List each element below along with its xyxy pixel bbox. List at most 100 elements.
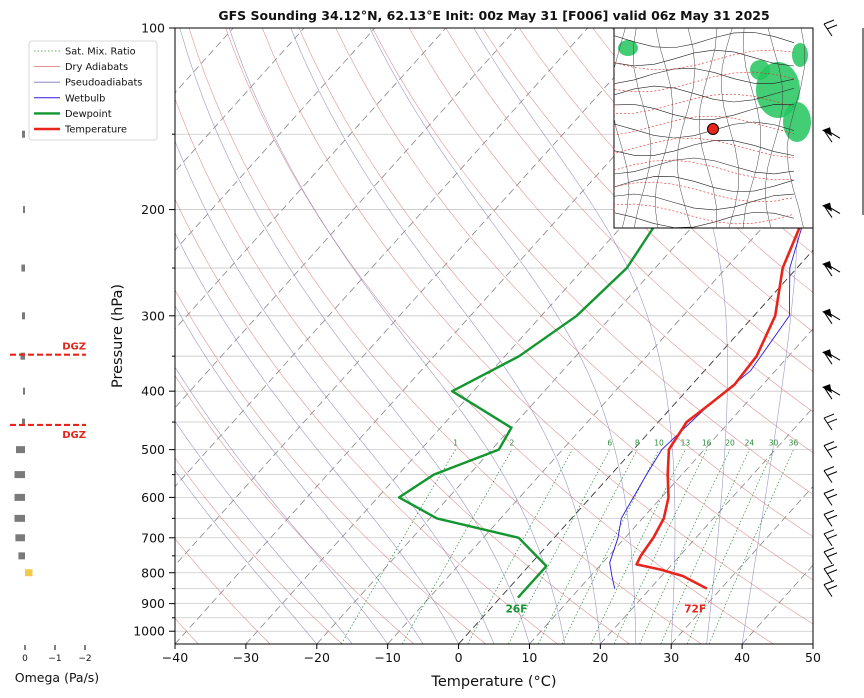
omega-bar (15, 534, 25, 541)
omega-bar (25, 569, 33, 576)
x-tick-label: 50 (805, 650, 821, 665)
wind-barb-staff (824, 24, 832, 36)
wind-barb-staff (824, 585, 832, 597)
x-tick-label: −40 (162, 650, 188, 665)
legend-entry-label: Sat. Mix. Ratio (65, 47, 136, 58)
wind-barb-flag (827, 472, 837, 476)
wind-barb-flag (824, 530, 834, 534)
legend-entry-label: Temperature (64, 125, 127, 136)
wind-barb-flag (824, 565, 834, 569)
pseudoadiabat-line (370, 28, 636, 644)
x-axis-label: Temperature (°C) (430, 674, 556, 690)
mixing-ratio-line (402, 450, 512, 644)
wind-barb (824, 489, 837, 505)
omega-bar (22, 312, 25, 319)
dry-adiabat-line (813, 28, 864, 644)
omega-bar (16, 446, 25, 453)
omega-bar (15, 494, 26, 501)
mixing-ratio-label: 24 (745, 439, 755, 448)
x-tick-label: −20 (304, 650, 330, 665)
wind-barb-flag (827, 494, 837, 498)
wind-barb (824, 414, 837, 430)
wind-barb (822, 261, 840, 276)
y-tick-label: 500 (141, 442, 165, 457)
wind-barb-staff (824, 552, 832, 564)
omega-axis-label: Omega (Pa/s) (15, 670, 99, 685)
wind-barb-flag (827, 535, 837, 539)
y-tick-label: 300 (141, 308, 165, 323)
wind-barb-flag (824, 467, 834, 471)
wind-barb-flag (827, 515, 837, 519)
mixing-ratio-label: 6 (607, 439, 612, 448)
wind-barb (824, 581, 837, 597)
wind-barb (824, 530, 837, 546)
omega-tick-label: −1 (48, 654, 61, 664)
legend-entry-label: Dry Adiabats (65, 62, 128, 73)
surface-value-label: 72F (684, 604, 706, 616)
wind-barb-flag (824, 510, 834, 514)
pseudoadiabat-line (229, 28, 565, 644)
omega-tick-label: 0 (22, 654, 28, 664)
y-tick-label: 100 (141, 21, 165, 36)
wind-barb (822, 127, 840, 142)
omega-bar (23, 206, 25, 213)
precip-area (618, 40, 638, 56)
wind-barb (824, 20, 837, 36)
wind-barb (824, 565, 837, 581)
mixing-ratio-label: 8 (635, 439, 640, 448)
legend-entry-label: Dewpoint (65, 109, 112, 120)
omega-bar (18, 552, 25, 559)
mixing-ratio-label: 2 (510, 439, 515, 448)
y-tick-label: 600 (141, 490, 165, 505)
mixing-ratio-label: 16 (702, 439, 712, 448)
legend: Sat. Mix. Ratio Dry Adiabats Pseudoadiabat… (29, 41, 157, 140)
surface-value-label: 26F (506, 604, 528, 616)
wind-barb (822, 349, 840, 364)
wind-barbs (822, 20, 863, 597)
isotherm-line (813, 28, 864, 644)
dgz-label: DGZ (62, 430, 86, 441)
wind-barb-staff (824, 446, 832, 458)
wind-barb-flag (827, 553, 837, 557)
mixing-ratio-line (341, 450, 455, 644)
x-tick-label: 40 (734, 650, 750, 665)
mixing-ratio-label: 13 (681, 439, 691, 448)
mixing-ratio-label: 20 (725, 439, 735, 448)
wind-barb (822, 309, 840, 324)
wind-barb-flag (827, 570, 837, 574)
x-tick-label: −30 (233, 650, 259, 665)
wind-barb-flag (827, 447, 837, 451)
wind-barb (824, 548, 837, 564)
wind-barb (822, 203, 840, 218)
omega-bar (21, 265, 25, 272)
precip-area (792, 43, 808, 67)
omega-bar (22, 131, 25, 138)
mixing-ratio-line (709, 450, 793, 644)
wind-barb-staff (824, 514, 832, 526)
pseudoadiabat-line (180, 28, 530, 644)
dgz-label: DGZ (62, 342, 86, 353)
wind-barb (824, 442, 837, 458)
omega-bar (23, 388, 25, 395)
wind-barb-flag (824, 20, 834, 24)
mixing-ratio-line (538, 450, 637, 644)
wind-barb-staff (824, 569, 832, 581)
pseudoadiabat-line (105, 28, 458, 644)
wind-barb-flag (827, 25, 837, 29)
wind-barb-staff (824, 471, 832, 483)
wind-barb-staff (824, 418, 832, 430)
wind-barb-flag (824, 442, 834, 446)
wind-barb (822, 384, 840, 399)
chart-title: GFS Sounding 34.12°N, 62.13°E Init: 00z … (218, 8, 769, 23)
x-tick-label: 30 (663, 650, 679, 665)
location-marker-icon (708, 124, 719, 135)
legend-entry-label: Pseudoadiabats (65, 78, 142, 89)
y-axis-label: Pressure (hPa) (110, 284, 126, 388)
mixing-ratio-label: 36 (789, 439, 799, 448)
y-tick-label: 900 (141, 596, 165, 611)
y-tick-label: 1000 (133, 624, 165, 639)
precip-area (783, 102, 811, 142)
y-tick-label: 800 (141, 565, 165, 580)
